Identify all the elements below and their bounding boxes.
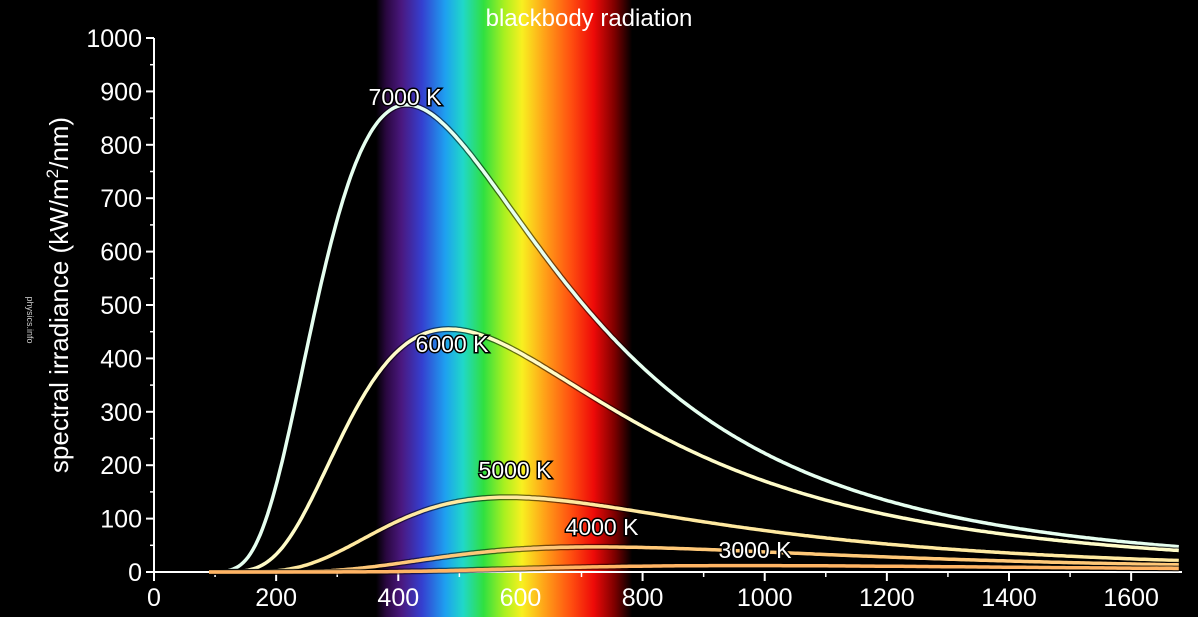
series-label-6000k: 6000 K [416,331,490,357]
x-tick-label: 200 [255,584,297,612]
curves [209,101,1180,575]
series-label-3000k: 3000 K [719,537,793,563]
y-tick-label: 500 [100,292,142,320]
y-axis-label: spectral irradiance (kW/m2/nm) [43,117,74,473]
x-tick-label: 1400 [981,584,1037,612]
y-tick-label: 200 [100,452,142,480]
series-line-7000k [209,103,1179,574]
series-line-shadow [209,101,1180,575]
curve-labels: 7000 K 6000 K 5000 K 4000 K 3000 K [367,83,794,565]
x-tick-label: 1000 [737,584,793,612]
x-tick-label: 1600 [1103,584,1159,612]
y-axis-label-end: /nm) [44,117,74,169]
axes: 0 100 200 300 400 500 600 700 800 900 1000 0 200 400 6… [86,25,1182,612]
y-axis-label-sup: 2 [43,169,62,178]
y-tick-label: 1000 [86,25,142,53]
series-line-5000k [209,495,1179,574]
chart-title: blackbody radiation [486,5,693,32]
x-tick-label: 1200 [859,584,915,612]
y-tick-label: 700 [100,185,142,213]
series-label-7000k: 7000 K [369,84,443,110]
watermark: physics.info [25,296,35,343]
series-label-4000k: 4000 K [566,514,640,540]
series-line-3000k [209,563,1179,574]
series-line-4000k [209,545,1179,574]
x-tick-label: 0 [147,584,161,612]
series-line-6000k [209,327,1179,574]
x-tick-label: 400 [377,584,419,612]
y-tick-label: 300 [100,399,142,427]
series-label-5000k: 5000 K [479,457,553,483]
y-tick-label: 400 [100,345,142,373]
y-tick-label: 900 [100,78,142,106]
y-axis-label-main: spectral irradiance (kW/m [44,178,74,473]
x-tick-label: 600 [500,584,542,612]
x-tick-label: 800 [622,584,664,612]
y-tick-label: 800 [100,132,142,160]
y-tick-label: 600 [100,239,142,267]
y-tick-label: 100 [100,506,142,534]
y-tick-label: 0 [128,559,142,587]
